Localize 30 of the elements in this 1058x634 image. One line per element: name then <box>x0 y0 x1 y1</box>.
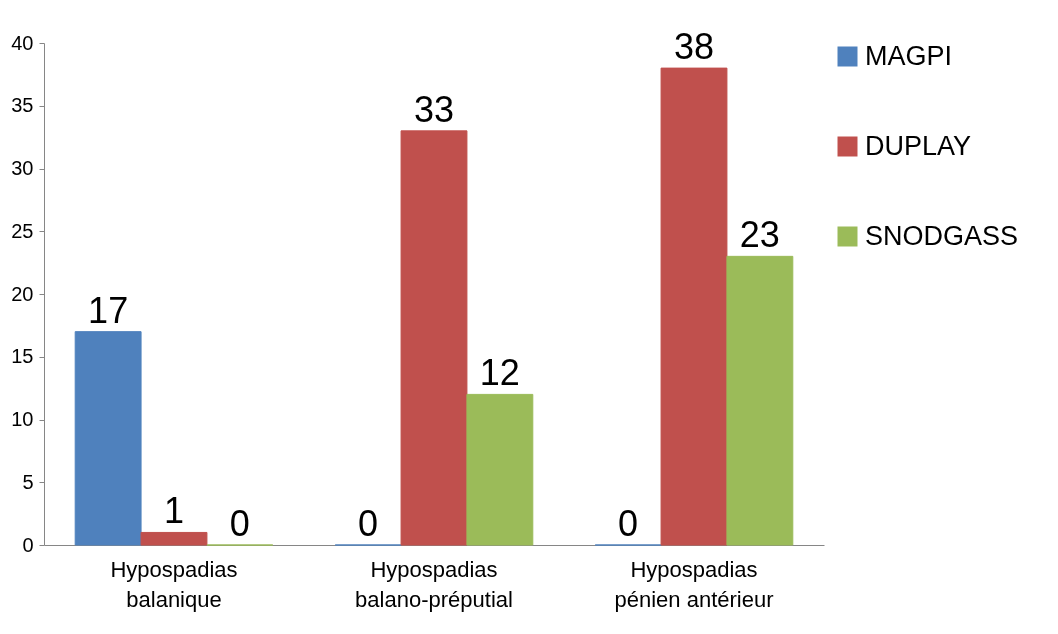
y-tick-label: 35 <box>11 94 34 117</box>
data-label: 17 <box>88 289 129 331</box>
y-tick-label: 15 <box>11 345 34 368</box>
data-label: 33 <box>413 88 455 130</box>
data-label: 0 <box>229 503 250 544</box>
data-label: 0 <box>618 503 639 544</box>
bar <box>74 331 142 546</box>
y-tick-label: 30 <box>11 157 34 179</box>
data-label: 1 <box>163 490 185 532</box>
legend-label: SNODGASS <box>865 220 1019 251</box>
bar <box>466 393 534 546</box>
bar <box>660 67 728 546</box>
bar <box>400 130 468 546</box>
data-label: 0 <box>358 503 379 544</box>
y-tick-label: 40 <box>11 31 34 54</box>
data-label: 23 <box>739 214 780 256</box>
x-tick-label: Hypospadias pénien antérieur <box>614 556 774 612</box>
data-label: 12 <box>479 352 520 394</box>
y-tick-label: 0 <box>22 533 34 556</box>
data-label: 38 <box>673 26 715 68</box>
legend-label: MAGPI <box>865 40 953 71</box>
y-tick-label: 25 <box>11 219 34 242</box>
x-tick-label: Hypospadias balano-préputial <box>355 556 513 612</box>
legend-label: DUPLAY <box>865 130 972 161</box>
y-tick-label: 20 <box>11 282 34 305</box>
y-tick-label: 10 <box>11 408 34 430</box>
x-tick-label: Hypospadias balanique <box>110 556 238 612</box>
y-tick-label: 5 <box>22 470 34 493</box>
bar <box>140 531 208 546</box>
bar <box>726 255 794 546</box>
